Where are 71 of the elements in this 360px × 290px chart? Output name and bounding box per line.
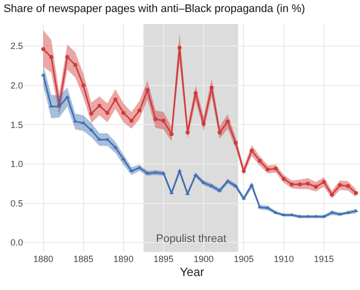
y-tick-label: 1.0	[10, 159, 23, 170]
point	[298, 182, 302, 186]
point	[170, 132, 174, 136]
point	[209, 184, 214, 187]
point	[49, 55, 54, 60]
point	[137, 108, 142, 112]
point	[121, 110, 126, 115]
point	[282, 176, 286, 181]
point	[177, 169, 182, 172]
point	[105, 110, 110, 115]
point	[161, 171, 166, 174]
point	[113, 145, 118, 148]
point	[330, 192, 334, 197]
point	[210, 86, 214, 90]
point	[218, 130, 222, 134]
point	[89, 112, 94, 116]
x-tick-label: 1895	[154, 254, 174, 264]
x-tick-label: 1900	[194, 254, 214, 264]
point	[97, 138, 102, 141]
point	[81, 83, 86, 88]
point	[322, 180, 326, 184]
point	[113, 97, 118, 102]
point	[154, 117, 158, 122]
y-tick-label: 2.0	[10, 80, 23, 90]
y-tick-label: 2.5	[10, 41, 23, 52]
point	[65, 55, 70, 60]
point	[153, 170, 158, 174]
x-tick-label: 1880	[33, 254, 54, 264]
point	[306, 182, 310, 186]
point	[41, 47, 46, 52]
point	[194, 91, 198, 96]
point	[186, 130, 190, 134]
point	[338, 212, 342, 216]
point	[129, 118, 134, 123]
point	[193, 172, 198, 176]
x-tick-label: 1910	[274, 254, 294, 264]
x-axis-title: Year	[180, 264, 204, 279]
point	[178, 46, 182, 50]
point	[145, 171, 150, 174]
x-tick-label: 1890	[113, 254, 134, 264]
point	[282, 213, 286, 216]
point	[162, 118, 166, 123]
y-tick-label: 0.5	[10, 198, 23, 208]
point	[129, 169, 134, 172]
point	[73, 62, 78, 67]
point	[274, 166, 278, 171]
point	[290, 182, 294, 186]
point	[258, 158, 262, 163]
point	[314, 214, 318, 218]
point	[234, 140, 238, 145]
point	[226, 119, 230, 124]
point	[250, 148, 254, 153]
band-label: Populist threat	[156, 233, 226, 245]
point	[145, 88, 150, 92]
chart-title: Share of newspaper pages with anti–Black propaganda (in %)	[4, 3, 306, 16]
point	[201, 180, 206, 184]
x-tick-label: 1885	[73, 254, 94, 264]
x-tick-label: 1905	[234, 254, 254, 264]
x-tick-label: 1915	[314, 254, 334, 264]
point	[314, 184, 318, 189]
point	[338, 183, 342, 188]
point	[242, 169, 246, 174]
point	[266, 167, 270, 172]
point	[81, 121, 86, 124]
y-tick-label: 1.5	[10, 120, 23, 130]
point	[354, 191, 358, 196]
point	[105, 138, 110, 141]
point	[202, 122, 206, 126]
point	[346, 184, 350, 188]
point	[97, 104, 102, 108]
y-tick-label: 0.0	[10, 238, 23, 248]
